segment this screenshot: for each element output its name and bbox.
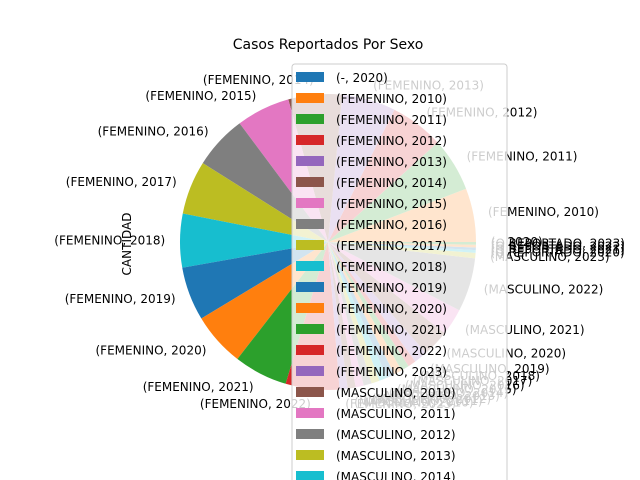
legend-swatch bbox=[296, 324, 324, 334]
legend-swatch bbox=[296, 93, 324, 103]
slice-label: (FEMENINO, 2014) bbox=[203, 73, 314, 87]
legend-label: (FEMENINO, 2021) bbox=[336, 323, 447, 337]
legend-swatch bbox=[296, 261, 324, 271]
slice-label: (FEMENINO, 2010) bbox=[488, 205, 599, 219]
legend-label: (MASCULINO, 2010) bbox=[336, 386, 456, 400]
legend-swatch bbox=[296, 198, 324, 208]
legend-swatch bbox=[296, 429, 324, 439]
legend-label: (FEMENINO, 2011) bbox=[336, 113, 447, 127]
slice-label: (Q REPORTADO, 2020) bbox=[491, 246, 625, 260]
legend-label: (FEMENINO, 2014) bbox=[336, 176, 447, 190]
legend-frame bbox=[291, 63, 508, 480]
pie-slice-femenino-2018 bbox=[179, 213, 328, 268]
legend-label: (FEMENINO, 2018) bbox=[336, 260, 447, 274]
chart-title: Casos Reportados Por Sexo bbox=[233, 37, 424, 53]
legend-swatch bbox=[296, 114, 324, 124]
y-axis-label: CANTIDAD bbox=[120, 213, 134, 276]
legend-label: (MASCULINO, 2012) bbox=[336, 428, 456, 442]
slice-label: (MASCULINO, 2022) bbox=[484, 282, 604, 296]
slice-label: (Q REPORTADO, 2023) bbox=[491, 237, 625, 251]
slice-label: (FEMENINO, 2015) bbox=[145, 89, 256, 103]
slice-label: (FEMENINO, 2020) bbox=[96, 343, 207, 357]
legend-swatch bbox=[296, 240, 324, 250]
slice-label: (FEMENINO, 2017) bbox=[66, 175, 177, 189]
legend-label: (FEMENINO, 2023) bbox=[336, 365, 447, 379]
slice-label: (FEMENINO, 2022) bbox=[200, 397, 311, 411]
legend-swatch bbox=[296, 345, 324, 355]
legend-label: (FEMENINO, 2016) bbox=[336, 218, 447, 232]
legend-label: (FEMENINO, 2020) bbox=[336, 302, 447, 316]
legend-swatch bbox=[296, 177, 324, 187]
slice-label: (Q REPORTADO, 2022) bbox=[491, 240, 625, 254]
slice-label: (MASCULINO, 2023) bbox=[490, 250, 610, 264]
legend-swatch bbox=[296, 471, 324, 480]
slice-label: (FEMENINO, 2019) bbox=[65, 292, 176, 306]
legend-swatch bbox=[296, 303, 324, 313]
legend-swatch bbox=[296, 156, 324, 166]
legend-label: (MASCULINO, 2013) bbox=[336, 449, 456, 463]
legend-swatch bbox=[296, 282, 324, 292]
legend-label: (MASCULINO, 2014) bbox=[336, 470, 456, 480]
legend-label: (-, 2020) bbox=[336, 71, 388, 85]
legend-swatch bbox=[296, 408, 324, 418]
legend-swatch bbox=[296, 219, 324, 229]
legend-label: (FEMENINO, 2019) bbox=[336, 281, 447, 295]
legend: (-, 2020) (FEMENINO, 2010) (FEMENINO, 2011… bbox=[291, 63, 508, 480]
legend-label: (FEMENINO, 2017) bbox=[336, 239, 447, 253]
legend-label: (FEMENINO, 2022) bbox=[336, 344, 447, 358]
legend-swatch bbox=[296, 366, 324, 376]
legend-label: (MASCULINO, 2011) bbox=[336, 407, 456, 421]
slice-label: (Q REPORTADO, 2021) bbox=[491, 243, 625, 257]
legend-label: (FEMENINO, 2010) bbox=[336, 92, 447, 106]
legend-label: (FEMENINO, 2012) bbox=[336, 134, 447, 148]
slice-label: (FEMENINO, 2018) bbox=[54, 234, 165, 248]
legend-swatch bbox=[296, 387, 324, 397]
legend-swatch bbox=[296, 135, 324, 145]
legend-label: (FEMENINO, 2013) bbox=[336, 155, 447, 169]
legend-swatch bbox=[296, 450, 324, 460]
legend-label: (FEMENINO, 2015) bbox=[336, 197, 447, 211]
slice-label: (FEMENINO, 2021) bbox=[143, 380, 254, 394]
slice-label: (FEMENINO, 2016) bbox=[98, 125, 209, 139]
legend-swatch bbox=[296, 72, 324, 82]
